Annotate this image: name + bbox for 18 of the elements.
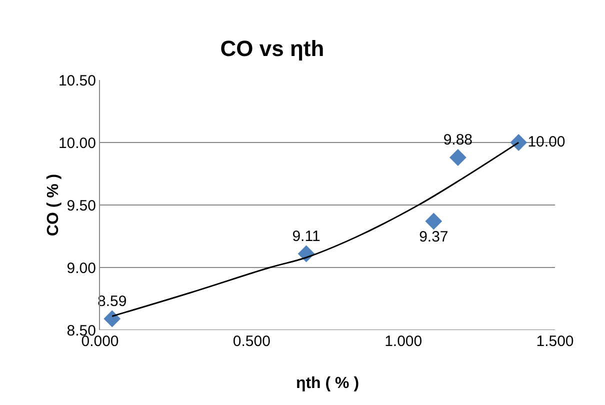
point [510, 134, 528, 151]
point [425, 212, 442, 230]
data-label: 9.11 [292, 228, 320, 245]
x-axis-title: ηth ( % ) [296, 375, 360, 392]
y-axis-title: CO ( % ) [45, 174, 62, 236]
point [104, 310, 121, 328]
x-tick-label: 1.500 [536, 333, 574, 350]
y-tick-label: 10.00 [58, 134, 96, 152]
point [449, 149, 466, 166]
y-tick-label: 9.50 [66, 197, 96, 214]
x-tick-label: 0.500 [232, 333, 270, 350]
data-label: 10.00 [528, 133, 566, 150]
x-tick-label: 1.000 [384, 333, 422, 350]
chart-title: CO vs ηth [220, 36, 324, 61]
data-label: 9.88 [443, 132, 473, 149]
y-tick-label: 10.50 [58, 72, 96, 90]
data-label: 9.37 [419, 228, 448, 246]
y-tick-label: 9.00 [66, 260, 96, 277]
